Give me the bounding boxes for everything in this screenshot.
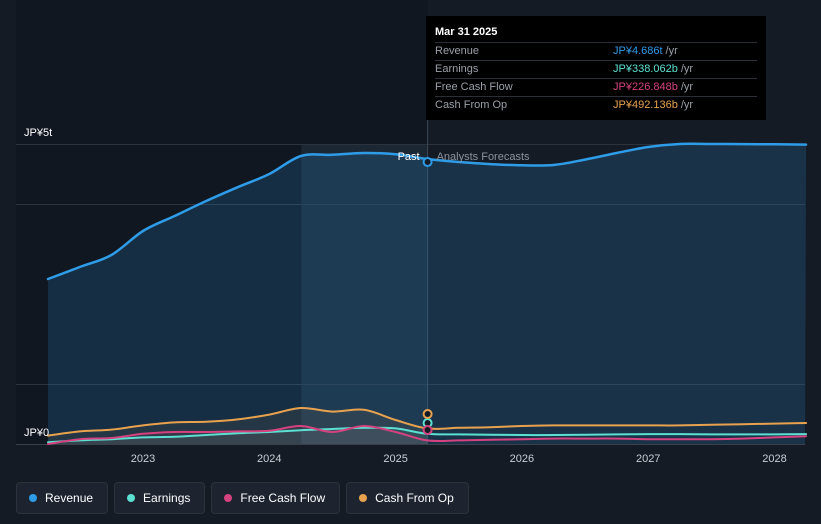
- tooltip-label: Cash From Op: [435, 99, 508, 111]
- tooltip-value: JP¥492.136b: [613, 99, 678, 111]
- free-cash-flow-marker: [422, 425, 433, 435]
- cash-from-op-area: [48, 407, 428, 444]
- tooltip-row-cash-from-op: Cash From Op JP¥492.136b /yr: [435, 96, 757, 114]
- tooltip-row-earnings: Earnings JP¥338.062b /yr: [435, 60, 757, 78]
- legend-item-earnings[interactable]: Earnings: [114, 482, 206, 514]
- legend-label: Earnings: [143, 491, 191, 505]
- legend-dot-icon: [127, 494, 136, 502]
- x-tick-label: 2028: [762, 453, 786, 465]
- legend-dot-icon: [29, 494, 37, 502]
- legend-item-free-cash-flow[interactable]: Free Cash Flow: [211, 482, 341, 514]
- legend: Revenue Earnings Free Cash Flow Cash Fro…: [16, 482, 469, 514]
- tooltip-value: JP¥4.686t: [613, 45, 663, 57]
- tooltip-value: JP¥338.062b: [613, 63, 678, 75]
- free-cash-flow-area: [48, 425, 428, 444]
- tooltip-unit: /yr: [680, 63, 694, 75]
- revenue-area: [48, 143, 807, 444]
- y-top-label: JP¥5t: [24, 127, 52, 139]
- x-tick-label: 2026: [510, 453, 534, 465]
- tooltip-label: Free Cash Flow: [435, 81, 513, 93]
- past-label: Past: [398, 151, 420, 163]
- legend-label: Revenue: [45, 491, 94, 505]
- legend-item-cash-from-op[interactable]: Cash From Op: [346, 482, 469, 514]
- legend-dot-icon: [359, 494, 368, 502]
- revenue-marker: [422, 157, 433, 167]
- tooltip-label: Revenue: [435, 45, 480, 57]
- y-bottom-label: JP¥0: [24, 427, 49, 439]
- free-cash-flow-line: [47, 424, 808, 445]
- x-tick-label: 2024: [257, 453, 281, 465]
- x-tick-label: 2027: [636, 453, 660, 465]
- tooltip-unit: /yr: [680, 81, 694, 93]
- legend-label: Free Cash Flow: [240, 491, 326, 505]
- cash-from-op-marker: [422, 409, 433, 419]
- legend-item-revenue[interactable]: Revenue: [16, 482, 109, 514]
- forecast-label: Analysts Forecasts: [437, 151, 530, 163]
- x-tick-label: 2025: [383, 453, 407, 465]
- tooltip-value: JP¥226.848b: [613, 81, 678, 93]
- x-tick-label: 2023: [131, 453, 155, 465]
- tooltip-unit: /yr: [665, 45, 678, 57]
- legend-dot-icon: [224, 494, 233, 502]
- legend-label: Cash From Op: [375, 491, 454, 505]
- highlight-region-bg: [301, 145, 428, 444]
- tooltip-row-revenue: Revenue JP¥4.686t /yr: [435, 42, 757, 60]
- tooltip-date: Mar 31 2025: [435, 26, 498, 38]
- tooltip-unit: /yr: [680, 99, 694, 111]
- tooltip-label: Earnings: [435, 63, 479, 75]
- tooltip: Mar 31 2025 Revenue JP¥4.686t /yr Earnin…: [426, 16, 766, 120]
- tooltip-row-free-cash-flow: Free Cash Flow JP¥226.848b /yr: [435, 78, 757, 96]
